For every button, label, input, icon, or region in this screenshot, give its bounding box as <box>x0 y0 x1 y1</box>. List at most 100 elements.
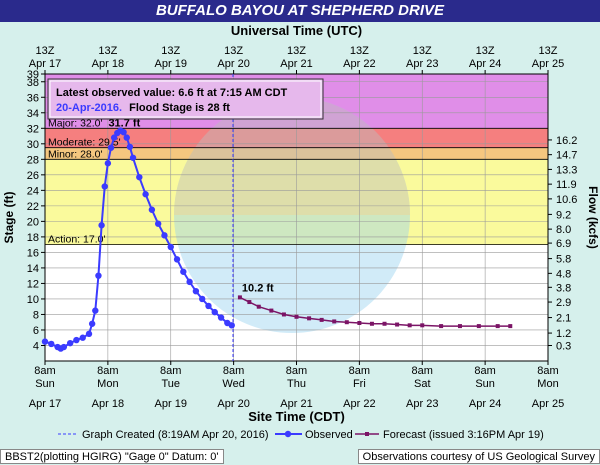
bottom-tick-label-time: 8am <box>474 365 495 377</box>
y-tick-label: 12 <box>27 278 39 290</box>
gage-datum-label: BBST2(plotting HGIRG) "Gage 0" Datum: 0' <box>0 449 224 464</box>
top-tick-label-utc: 13Z <box>224 45 243 57</box>
observed-point <box>110 134 118 141</box>
bottom-tick-label-date: Apr 18 <box>92 398 124 410</box>
observed-point <box>66 339 74 347</box>
observed-point <box>126 143 134 151</box>
top-tick-label-utc: 13Z <box>413 45 432 57</box>
top-tick-label-utc: 13Z <box>98 45 117 57</box>
top-axis-title: Universal Time (UTC) <box>231 23 362 38</box>
y2-tick-label: 0.3 <box>556 340 571 352</box>
annotation-date: 20-Apr-2016. <box>56 102 122 114</box>
flood-category-labels: Major: 32.0' Moderate: 29.5'Minor: 28.0' A… <box>48 117 121 245</box>
forecast-point <box>369 321 374 326</box>
observed-point <box>95 272 102 279</box>
forecast-point <box>307 316 312 321</box>
observed-point <box>205 302 212 310</box>
y-tick-label: 8 <box>33 309 39 321</box>
observed-point <box>180 268 187 275</box>
y2-tick-label: 8.0 <box>556 224 571 236</box>
forecast-point <box>256 304 261 309</box>
band-label-major: Major: 32.0' <box>48 117 103 129</box>
observed-point <box>217 314 225 321</box>
observed-point <box>85 330 93 338</box>
y2-tick-label: 14.7 <box>556 150 577 162</box>
bottom-tick-label-time: 8am <box>537 365 558 377</box>
observed-point <box>154 220 162 227</box>
bottom-tick-label-date: Apr 17 <box>29 398 61 410</box>
legend-forecast-label: Forecast (issued 3:16PM Apr 19) <box>383 429 544 441</box>
bottom-tick-label-day: Mon <box>537 378 558 390</box>
bottom-tick-label-day: Wed <box>222 378 244 390</box>
y2-tick-label: 10.6 <box>556 194 577 206</box>
forecast-point <box>332 319 337 324</box>
band-label-minor: Minor: 28.0' <box>48 148 103 160</box>
bottom-tick-label-date: Apr 24 <box>469 398 501 410</box>
bottom-tick-label-date: Apr 19 <box>155 398 187 410</box>
observed-point <box>148 206 156 213</box>
forecast-start-label: 10.2 ft <box>242 282 274 294</box>
forecast-point <box>508 324 513 329</box>
observed-point <box>129 154 137 161</box>
forecast-point <box>457 324 462 329</box>
observed-point <box>186 278 193 286</box>
legend: Graph Created (8:19AM Apr 20, 2016) Obser… <box>58 429 544 441</box>
bottom-tick-label-date: Apr 21 <box>280 398 312 410</box>
chart-title: BUFFALO BAYOU AT SHEPHERD DRIVE <box>0 0 600 22</box>
y2-tick-label: 13.3 <box>556 164 577 176</box>
forecast-point <box>281 312 286 317</box>
y-tick-label: 14 <box>27 263 39 275</box>
top-tick-label-date: Apr 17 <box>29 58 61 70</box>
forecast-point <box>357 320 362 325</box>
forecast-point <box>439 324 444 329</box>
y-tick-label: 24 <box>27 185 39 197</box>
y-tick-label: 16 <box>27 247 39 259</box>
forecast-point <box>495 324 500 329</box>
observations-credit: Observations courtesy of US Geological S… <box>357 449 600 464</box>
latest-observed-annotation: Latest observed value: 6.6 ft at 7:15 AM… <box>47 78 324 120</box>
observed-point <box>228 322 235 329</box>
bottom-tick-label-day: Fri <box>353 378 366 390</box>
top-tick-label-utc: 13Z <box>350 45 369 57</box>
bottom-tick-label-time: 8am <box>349 365 370 377</box>
y-tick-label: 36 <box>27 92 39 104</box>
y2-tick-label: 11.9 <box>556 179 577 191</box>
x-axis-title: Site Time (CDT) <box>248 409 345 424</box>
y-tick-label: 39 <box>27 69 39 81</box>
observed-point <box>173 256 181 263</box>
band-label-action: Action: 17.0' <box>48 234 105 246</box>
observed-point <box>136 173 143 181</box>
bottom-tick-label-date: Apr 25 <box>532 398 564 410</box>
top-tick-label-date: Apr 24 <box>469 58 501 70</box>
bottom-tick-label-day: Mon <box>97 378 118 390</box>
bottom-tick-label-time: 8am <box>412 365 433 377</box>
y2-tick-label: 4.8 <box>556 268 571 280</box>
legend-observed-marker <box>284 430 292 438</box>
top-tick-label-date: Apr 18 <box>92 58 124 70</box>
y-tick-label: 4 <box>33 340 39 352</box>
bottom-tick-label-time: 8am <box>223 365 244 377</box>
bottom-tick-label-day: Sun <box>35 378 55 390</box>
y2-axis-title: Flow (kcfs) <box>586 186 600 249</box>
y-tick-label: 18 <box>27 232 39 244</box>
top-tick-label-utc: 13Z <box>539 45 558 57</box>
y-tick-label: 26 <box>27 170 39 182</box>
forecast-point <box>382 321 387 326</box>
observed-point <box>41 338 49 345</box>
y2-tick-label: 3.8 <box>556 282 571 294</box>
observed-point <box>73 336 80 344</box>
top-tick-label-date: Apr 23 <box>406 58 438 70</box>
forecast-point <box>476 324 481 329</box>
forecast-point <box>395 322 400 327</box>
bottom-tick-label-time: 8am <box>34 365 55 377</box>
observed-point <box>92 307 99 314</box>
top-tick-label-date: Apr 25 <box>532 58 564 70</box>
forecast-point <box>420 323 425 328</box>
top-tick-label-utc: 13Z <box>161 45 180 57</box>
observed-point <box>142 191 149 198</box>
y-axis-title: Stage (ft) <box>2 192 16 244</box>
forecast-point <box>247 300 252 305</box>
observed-point <box>98 222 105 229</box>
observed-point <box>120 128 127 136</box>
forecast-point <box>319 317 324 322</box>
